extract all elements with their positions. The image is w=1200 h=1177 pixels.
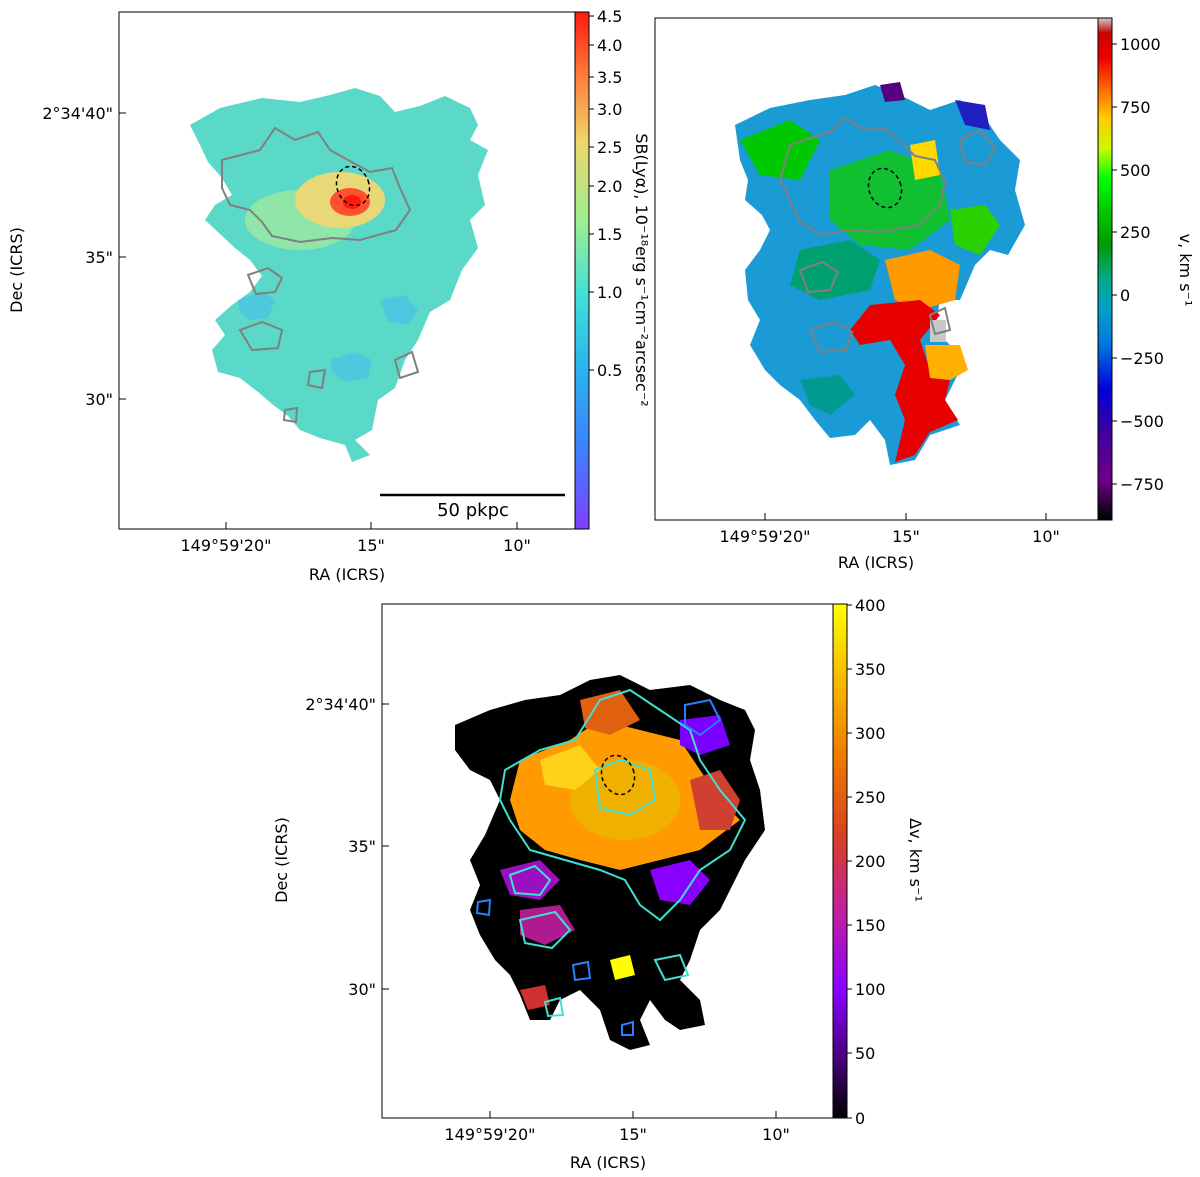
x-axis-label-sb: RA (ICRS) bbox=[309, 565, 385, 584]
sb-contours bbox=[221, 126, 420, 424]
x-tick-label: 10" bbox=[762, 1125, 790, 1144]
x-tick-label: 10" bbox=[1032, 527, 1060, 546]
y-ticks-sb: 2°34'40" 35" 30" bbox=[42, 104, 126, 409]
colorbar-sb-ticks: 4.5 4.0 3.5 3.0 2.5 2.0 1.5 1.0 0.5 bbox=[589, 7, 622, 380]
x-tick-label: 149°59'20" bbox=[719, 527, 810, 546]
colorbar-tick-label: 1.0 bbox=[597, 283, 622, 302]
colorbar-tick-label: 4.5 bbox=[597, 7, 622, 26]
velocity-contours bbox=[778, 116, 997, 354]
colorbar-tick-label: 50 bbox=[855, 1044, 875, 1063]
y-ticks-dv: 2°34'40" 35" 30" bbox=[305, 695, 389, 999]
y-axis-label-sb: Dec (ICRS) bbox=[7, 227, 26, 313]
scalebar-label: 50 pkpc bbox=[437, 500, 509, 521]
colorbar-tick-label: 150 bbox=[855, 916, 886, 935]
velocity-source-ellipse bbox=[867, 167, 903, 209]
colorbar-sb bbox=[574, 11, 590, 530]
dispersion-map-blob bbox=[455, 675, 765, 1050]
colorbar-tick-label: 350 bbox=[855, 660, 886, 679]
colorbar-tick-label: 100 bbox=[855, 980, 886, 999]
x-tick-label: 15" bbox=[619, 1125, 647, 1144]
panel-velocity: 1000 750 500 250 0 −250 −500 −750 v, km s⁻¹ 149… bbox=[654, 17, 1195, 572]
colorbar-tick-label: 300 bbox=[855, 724, 886, 743]
x-ticks-sb: 149°59'20" 15" 10" bbox=[180, 522, 531, 555]
colorbar-dv-ticks: 400 350 300 250 200 150 100 50 0 bbox=[847, 596, 886, 1128]
colorbar-tick-label: 2.0 bbox=[597, 177, 622, 196]
panel-sb: 50 pkpc 4.5 4.0 3.5 3.0 2.5 2.0 1.5 1.0 0.5 SB(L… bbox=[7, 7, 651, 584]
x-tick-label: 149°59'20" bbox=[444, 1125, 535, 1144]
y-tick-label: 2°34'40" bbox=[42, 104, 113, 123]
panel-dispersion: 400 350 300 250 200 150 100 50 0 Δv, km s⁻¹ 149°… bbox=[272, 596, 925, 1172]
colorbar-tick-label: 2.5 bbox=[597, 138, 622, 157]
colorbar-tick-label: 0 bbox=[855, 1109, 865, 1128]
velocity-map-blob bbox=[735, 82, 1025, 465]
colorbar-tick-label: 250 bbox=[855, 788, 886, 807]
colorbar-tick-label: 3.5 bbox=[597, 68, 622, 87]
dispersion-source-ellipse bbox=[600, 754, 636, 796]
x-ticks-dv: 149°59'20" 15" 10" bbox=[444, 1111, 790, 1144]
y-tick-label: 35" bbox=[348, 837, 376, 856]
colorbar-tick-label: 500 bbox=[1120, 161, 1151, 180]
dispersion-contours bbox=[475, 688, 747, 1036]
colorbar-v-label: v, km s⁻¹ bbox=[1176, 234, 1195, 307]
colorbar-dv bbox=[832, 603, 848, 1119]
x-tick-label: 10" bbox=[503, 536, 531, 555]
colorbar-tick-label: 4.0 bbox=[597, 36, 622, 55]
colorbar-tick-label: 200 bbox=[855, 852, 886, 871]
x-axis-label-dv: RA (ICRS) bbox=[570, 1153, 646, 1172]
colorbar-sb-label: SB(Lyα), 10⁻¹⁸erg s⁻¹cm⁻²arcsec⁻² bbox=[632, 133, 651, 406]
colorbar-v-ticks: 1000 750 500 250 0 −250 −500 −750 bbox=[1112, 35, 1164, 494]
colorbar-tick-label: 0 bbox=[1120, 286, 1130, 305]
colorbar-tick-label: 250 bbox=[1120, 223, 1151, 242]
sb-source-ellipse bbox=[335, 165, 371, 207]
sb-map-blob bbox=[190, 88, 488, 462]
colorbar-tick-label: −750 bbox=[1120, 475, 1164, 494]
colorbar-tick-label: 0.5 bbox=[597, 361, 622, 380]
colorbar-dv-label: Δv, km s⁻¹ bbox=[906, 818, 925, 902]
x-tick-label: 149°59'20" bbox=[180, 536, 271, 555]
colorbar-v bbox=[1097, 17, 1113, 521]
colorbar-tick-label: −500 bbox=[1120, 412, 1164, 431]
y-axis-label-dv: Dec (ICRS) bbox=[272, 817, 291, 903]
x-ticks-v: 149°59'20" 15" 10" bbox=[719, 513, 1060, 546]
x-axis-label-v: RA (ICRS) bbox=[838, 553, 914, 572]
colorbar-tick-label: 750 bbox=[1120, 98, 1151, 117]
colorbar-tick-label: 1000 bbox=[1120, 35, 1161, 54]
y-tick-label: 30" bbox=[85, 390, 113, 409]
colorbar-tick-label: 1.5 bbox=[597, 225, 622, 244]
colorbar-tick-label: −250 bbox=[1120, 349, 1164, 368]
y-tick-label: 30" bbox=[348, 980, 376, 999]
colorbar-tick-label: 400 bbox=[855, 596, 886, 615]
y-tick-label: 2°34'40" bbox=[305, 695, 376, 714]
x-tick-label: 15" bbox=[892, 527, 920, 546]
x-tick-label: 15" bbox=[357, 536, 385, 555]
colorbar-tick-label: 3.0 bbox=[597, 100, 622, 119]
y-tick-label: 35" bbox=[85, 248, 113, 267]
